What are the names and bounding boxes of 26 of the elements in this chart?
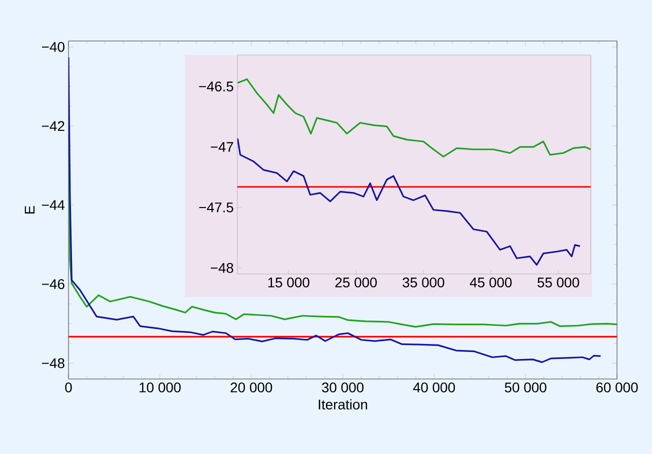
x-tick-label: 55 000 xyxy=(538,278,580,288)
line-series xyxy=(237,138,581,266)
y-tick-label: −48 xyxy=(42,358,64,368)
x-tick-label: 50 000 xyxy=(504,382,546,392)
x-tick-label: 45 000 xyxy=(470,278,512,288)
x-tick-label: 25 000 xyxy=(335,278,377,288)
y-tick-label: −46 xyxy=(42,279,64,290)
y-tick-label: −48 xyxy=(210,263,234,273)
x-axis-title: Iteration xyxy=(318,399,368,410)
line-series xyxy=(237,78,591,158)
x-tick-label: 40 000 xyxy=(413,382,455,392)
y-tick-label: −42 xyxy=(42,121,64,131)
x-tick-label: 35 000 xyxy=(402,278,444,288)
x-tick-label: 15 000 xyxy=(268,278,310,288)
x-tick-label: 60 000 xyxy=(596,382,638,392)
x-tick-label: 0 xyxy=(65,382,72,392)
y-tick-label: −47 xyxy=(210,142,234,152)
x-tick-label: 20 000 xyxy=(230,382,272,392)
y-tick-label: −44 xyxy=(42,200,65,210)
y-tick-label: −47.5 xyxy=(199,202,234,212)
y-tick-label: −46.5 xyxy=(199,82,234,92)
y-axis-title: E xyxy=(24,206,34,214)
x-tick-label: 10 000 xyxy=(140,382,181,392)
y-tick-label: −40 xyxy=(42,42,64,52)
line-series xyxy=(68,56,602,363)
x-tick-label: 30 000 xyxy=(322,382,364,392)
